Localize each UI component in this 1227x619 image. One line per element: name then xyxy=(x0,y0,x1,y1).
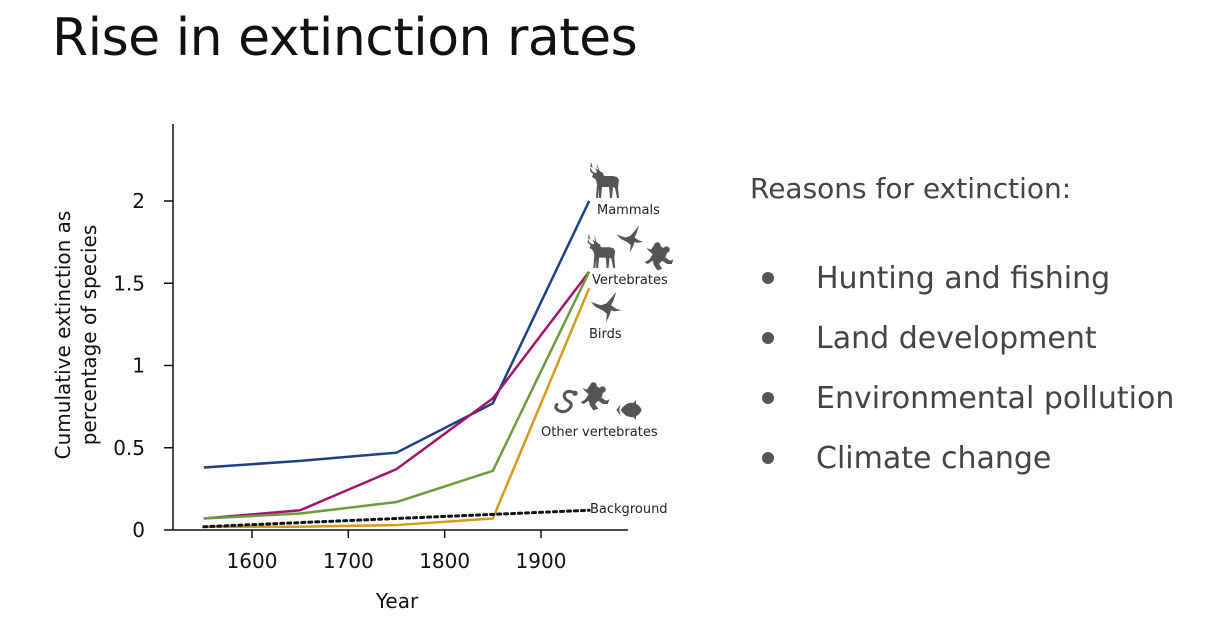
series-label: Mammals xyxy=(597,203,660,218)
bird-icon xyxy=(590,291,622,323)
series-label: Background xyxy=(590,502,668,517)
deer-icon xyxy=(587,233,616,269)
fish-icon xyxy=(616,400,642,420)
snake-icon xyxy=(554,388,580,414)
y-tick-label: 1 xyxy=(132,354,145,378)
deer-icon xyxy=(590,162,619,198)
x-tick-label: 1900 xyxy=(516,549,567,573)
reason-text: Hunting and fishing xyxy=(816,260,1111,296)
slide-title: Rise in extinction rates xyxy=(52,8,638,68)
series-line-vertebrates xyxy=(203,270,591,520)
reason-item: Land development xyxy=(762,308,1174,368)
reason-item: Hunting and fishing xyxy=(762,248,1174,308)
y-tick-label: 1.5 xyxy=(113,271,145,295)
x-tick-label: 1700 xyxy=(323,549,374,573)
reason-text: Environmental pollution xyxy=(816,380,1175,416)
y-tick-label: 0.5 xyxy=(113,436,145,460)
series-label: Birds xyxy=(589,327,622,342)
bird-icon xyxy=(616,225,644,253)
series-line-birds xyxy=(203,271,591,520)
bullet-icon xyxy=(762,272,774,284)
reasons-heading: Reasons for extinction: xyxy=(750,172,1072,205)
series-line-background xyxy=(202,508,591,529)
bullet-icon xyxy=(762,332,774,344)
y-axis-title-line-1: Cumulative extinction as xyxy=(51,211,75,460)
series-label: Other vertebrates xyxy=(541,425,658,440)
y-tick-label: 2 xyxy=(132,189,145,213)
reason-text: Land development xyxy=(816,320,1097,356)
x-axis-title: Year xyxy=(375,589,419,613)
frog-icon xyxy=(644,242,674,271)
series-label: Vertebrates xyxy=(592,273,668,288)
y-tick-label: 0 xyxy=(132,518,145,542)
reason-text: Climate change xyxy=(816,440,1052,476)
reasons-list: Hunting and fishing Land development Env… xyxy=(762,248,1174,488)
frog-icon xyxy=(580,382,610,411)
x-tick-label: 1600 xyxy=(227,549,278,573)
reason-item: Environmental pollution xyxy=(762,368,1174,428)
bullet-icon xyxy=(762,452,774,464)
y-axis-title-line-2: percentage of species xyxy=(77,225,101,446)
x-tick-label: 1800 xyxy=(419,549,470,573)
bullet-icon xyxy=(762,392,774,404)
reason-item: Climate change xyxy=(762,428,1174,488)
extinction-chart: 0 0.5 1 1.5 2 1600 1700 1800 1900 Mammals Verteb… xyxy=(51,124,674,613)
